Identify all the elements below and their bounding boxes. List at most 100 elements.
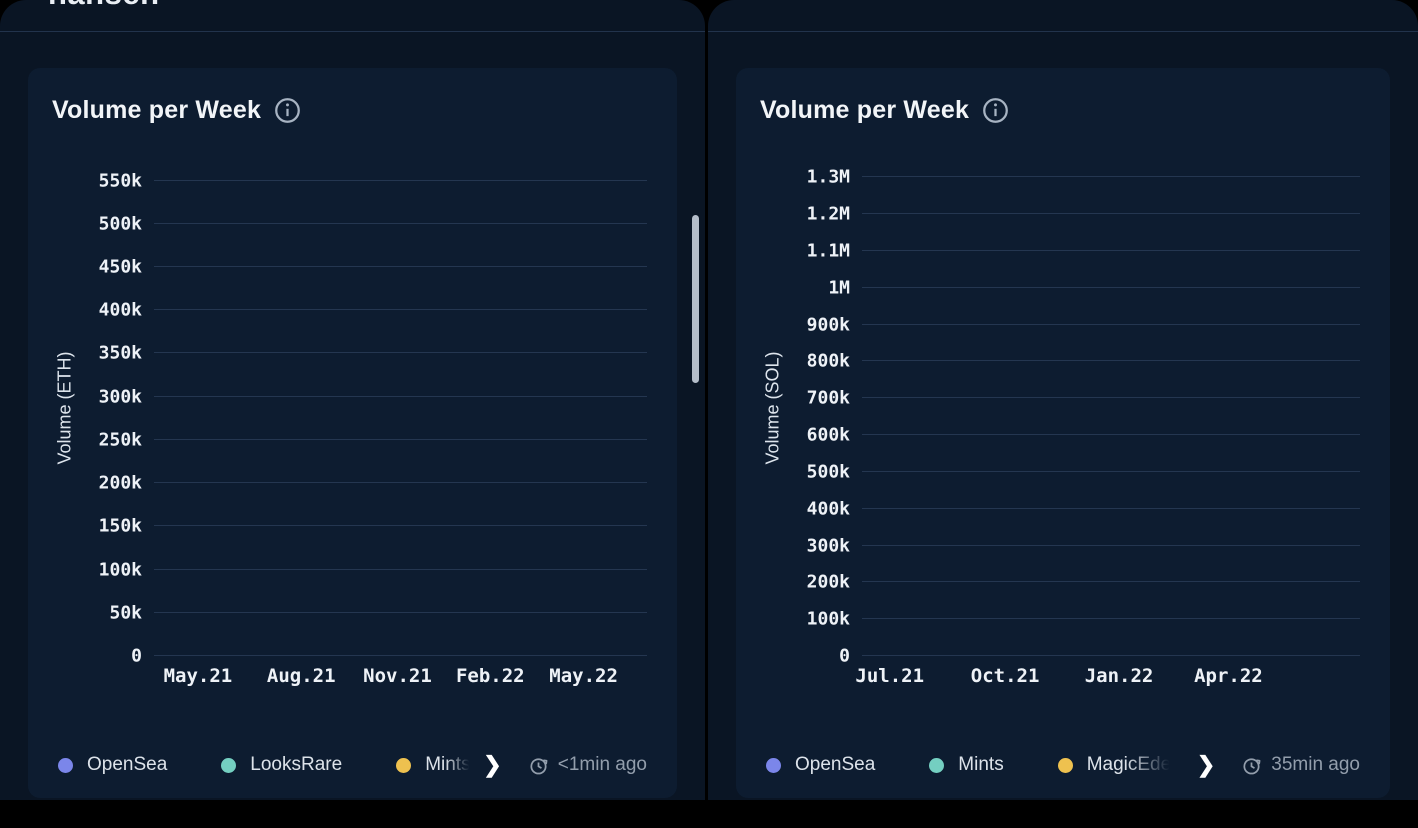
legend-items: OpenSea LooksRare Mints [58, 754, 481, 776]
x-tick-label: May.21 [163, 665, 233, 687]
bars-container [156, 159, 645, 656]
gridline [862, 434, 1360, 436]
gridline [862, 176, 1360, 178]
y-tick-label: 250k [98, 429, 142, 451]
legend-scroll-right-icon[interactable]: ❯ [1196, 752, 1216, 777]
legend-item-mints[interactable]: Mints [929, 754, 1004, 776]
card-header: Volume per Week [760, 96, 1366, 125]
y-tick-label: 350k [98, 342, 142, 364]
panel-header [708, 0, 1418, 32]
x-tick-label: Jan.22 [1084, 665, 1154, 687]
gridline [862, 470, 1360, 472]
legend-label: OpenSea [795, 754, 876, 775]
y-tick-label: 400k [98, 299, 142, 321]
legend-dot [221, 757, 237, 773]
gridline [862, 323, 1360, 325]
gridline [862, 250, 1360, 252]
y-tick-label: 200k [806, 571, 850, 593]
chart: Volume (SOL) 0 100k 200k 300k 400k 500k 600k 70… [760, 159, 1366, 687]
x-tick-label: Aug.21 [266, 665, 336, 687]
legend-label: Mints [425, 754, 471, 775]
info-icon[interactable] [274, 97, 301, 124]
legend-dot [766, 757, 781, 773]
y-tick-label: 300k [98, 386, 142, 408]
legend-label: LooksRare [250, 754, 343, 775]
last-updated: 35min ago [1241, 754, 1360, 776]
panel-header: nansen [0, 0, 705, 32]
gridline [154, 179, 647, 181]
y-tick-label: 150k [98, 515, 142, 537]
legend-row: OpenSea LooksRare Mints ❯ <1min ago [52, 748, 653, 784]
gridline [862, 213, 1360, 215]
y-tick-label: 100k [98, 559, 142, 581]
gridline [154, 352, 647, 354]
chart-title: Volume per Week [760, 96, 970, 124]
gridline [862, 286, 1360, 288]
legend-dot [396, 757, 412, 773]
legend-item-opensea[interactable]: OpenSea [58, 754, 167, 776]
y-tick-label: 200k [98, 472, 142, 494]
legend-item-mints[interactable]: Mints [396, 754, 471, 776]
legend-item-magiceden[interactable]: MagicEden [1057, 754, 1173, 776]
x-tick-label: May.22 [549, 665, 618, 687]
info-icon[interactable] [982, 97, 1009, 124]
gridline [862, 397, 1360, 399]
y-tick-label: 700k [806, 387, 850, 409]
y-axis-title: Volume (ETH) [54, 350, 75, 465]
gridline [154, 525, 647, 527]
nansen-logo: nansen [48, 0, 160, 12]
y-tick-label: 400k [806, 498, 850, 520]
legend-item-opensea[interactable]: OpenSea [766, 754, 875, 776]
panel-eth: nansen Volume per Week Volume (ETH) 0 50k… [0, 0, 705, 800]
gridline [154, 655, 647, 656]
y-tick-label: 1.3M [806, 166, 850, 188]
last-updated: <1min ago [528, 754, 647, 776]
plot-area [154, 159, 653, 656]
gridline [862, 544, 1360, 546]
gridline [862, 618, 1360, 620]
gridline [154, 438, 647, 440]
y-tick-label: 1.1M [806, 240, 850, 262]
panel-sol: Volume per Week Volume (SOL) 0 100k 200k 30… [708, 0, 1418, 800]
legend-label: OpenSea [87, 754, 168, 775]
y-tick-label: 100k [806, 608, 850, 630]
gridline [862, 581, 1360, 583]
x-axis-ticks: Jul.21 Oct.21 Jan.22 Apr.22 [855, 656, 1366, 687]
y-tick-label: 550k [98, 170, 142, 192]
y-tick-label: 500k [806, 461, 850, 483]
legend-item-looksrare[interactable]: LooksRare [221, 754, 342, 776]
chart: Volume (ETH) 0 50k 100k 150k 200k 250k 300k 350… [52, 159, 653, 687]
volume-card-sol: Volume per Week Volume (SOL) 0 100k 200k 30… [736, 68, 1390, 798]
legend-items: OpenSea Mints MagicEden [766, 754, 1195, 776]
legend-dot [929, 757, 945, 773]
gridline [154, 222, 647, 224]
y-tick-label: 50k [109, 602, 142, 624]
scrollbar-thumb[interactable] [692, 215, 699, 383]
gridline [154, 309, 647, 311]
gridline [154, 395, 647, 397]
x-tick-label: Oct.21 [970, 665, 1040, 687]
x-tick-label: Jul.21 [855, 665, 925, 687]
bars-container [864, 159, 1358, 656]
legend-scroll-right-icon[interactable]: ❯ [483, 752, 502, 777]
y-tick-label: 1M [828, 277, 850, 299]
card-header: Volume per Week [52, 96, 653, 125]
legend-label: Mints [958, 754, 1004, 775]
y-axis-title: Volume (SOL) [762, 350, 783, 465]
plot-area [862, 159, 1366, 656]
y-tick-label: 800k [806, 350, 850, 372]
y-axis-ticks: 0 50k 100k 150k 200k 250k 300k 350k 400k 450k 500k… [78, 159, 154, 666]
y-tick-label: 1.2M [806, 203, 850, 225]
y-tick-label: 0 [839, 645, 850, 667]
gridline [862, 360, 1360, 362]
y-tick-label: 300k [806, 535, 850, 557]
legend-dot [1057, 757, 1073, 773]
gridline [154, 568, 647, 570]
history-clock-icon [530, 757, 548, 774]
x-tick-label: Feb.22 [455, 665, 525, 687]
gridline [154, 611, 647, 613]
x-tick-label: Nov.21 [363, 665, 432, 687]
gridline [154, 482, 647, 484]
chart-title: Volume per Week [52, 96, 262, 124]
y-axis-ticks: 0 100k 200k 300k 400k 500k 600k 700k 800k 900k 1M 1… [786, 159, 862, 667]
